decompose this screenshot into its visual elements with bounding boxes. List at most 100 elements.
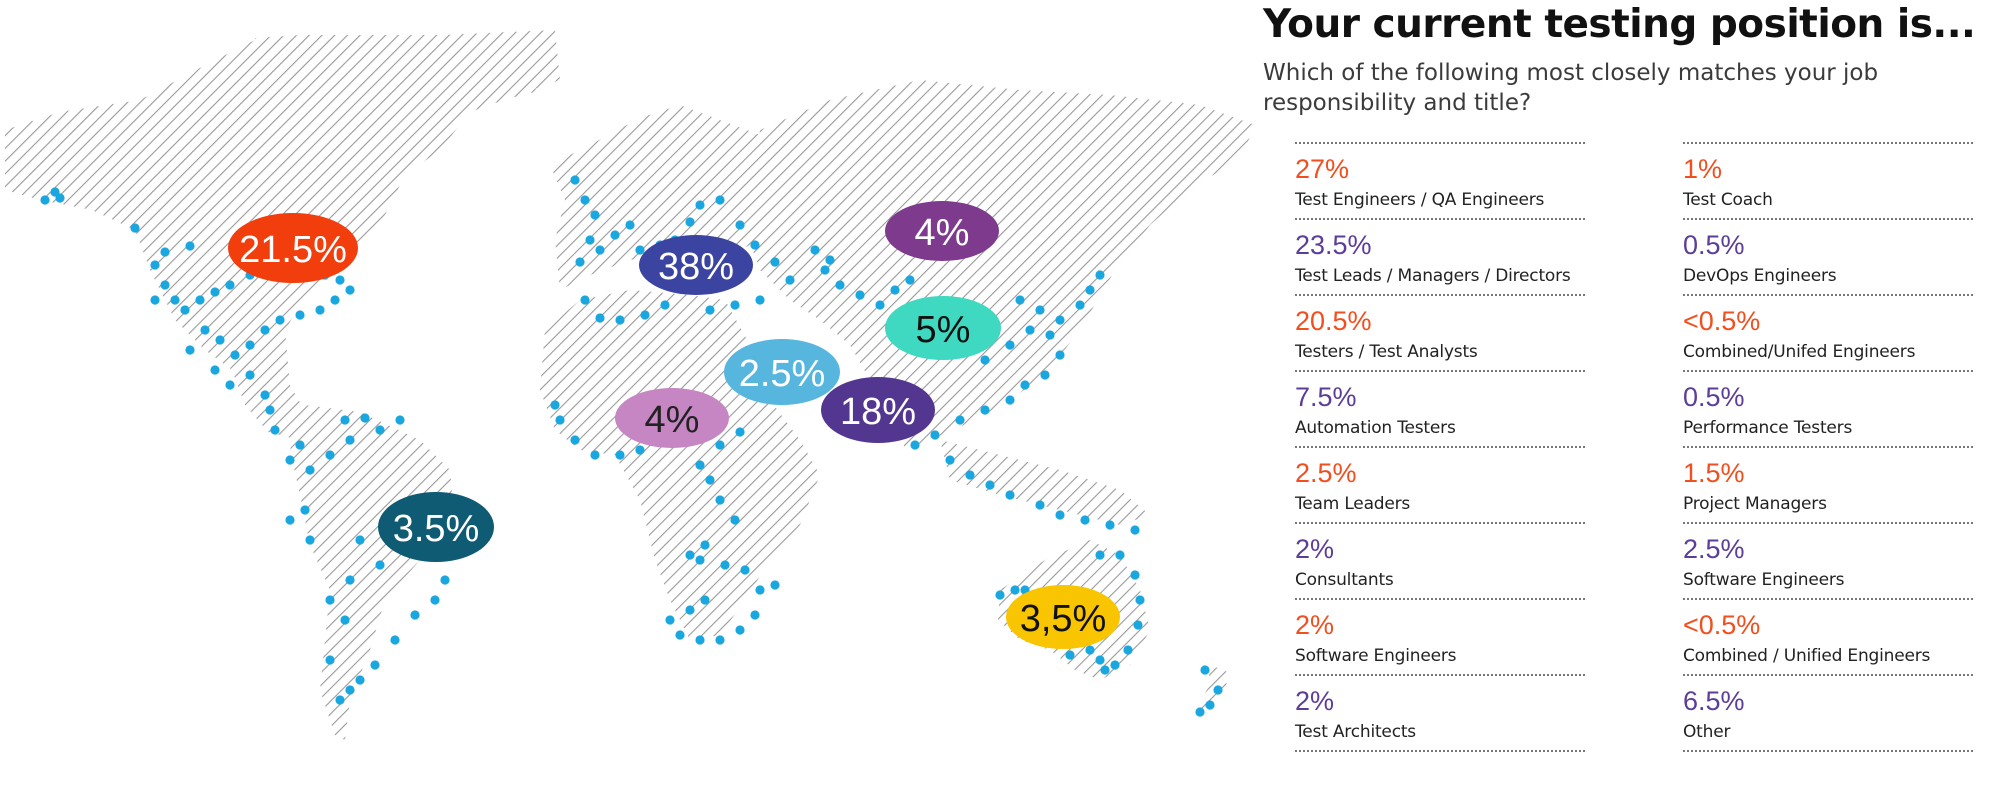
bubble-value: 3.5% bbox=[393, 508, 480, 550]
map-dot bbox=[1135, 595, 1145, 605]
bubble-shape bbox=[228, 213, 358, 283]
bubble-shape bbox=[378, 492, 494, 562]
map-dot bbox=[1055, 350, 1065, 360]
map-dot bbox=[215, 335, 225, 345]
stat-item: <0.5% Combined/Unifed Engineers bbox=[1683, 294, 1973, 370]
map-dot bbox=[305, 465, 315, 475]
map-dot bbox=[695, 635, 705, 645]
stat-label: DevOps Engineers bbox=[1683, 266, 1837, 286]
map-dot bbox=[1005, 490, 1015, 500]
stat-value: 27% bbox=[1295, 154, 1350, 184]
map-dot bbox=[1055, 315, 1065, 325]
stat-label: Combined / Unified Engineers bbox=[1683, 646, 1931, 666]
map-dot bbox=[285, 455, 295, 465]
bubble-shape bbox=[1006, 585, 1120, 649]
map-dot bbox=[1005, 395, 1015, 405]
map-dot bbox=[295, 310, 305, 320]
map-dot bbox=[1020, 380, 1030, 390]
map-dot bbox=[315, 305, 325, 315]
map-dot bbox=[985, 480, 995, 490]
map-dot bbox=[695, 460, 705, 470]
map-dot bbox=[410, 610, 420, 620]
map-dot bbox=[715, 195, 725, 205]
stat-value: 2.5% bbox=[1683, 534, 1745, 564]
map-dot bbox=[325, 450, 335, 460]
map-dot bbox=[1015, 295, 1025, 305]
stat-label: Other bbox=[1683, 722, 1731, 742]
map-dot bbox=[595, 245, 605, 255]
map-dot bbox=[355, 535, 365, 545]
map-dot bbox=[625, 220, 635, 230]
stat-value: 1.5% bbox=[1683, 458, 1745, 488]
map-dot bbox=[755, 295, 765, 305]
stat-item: 2% Test Architects bbox=[1295, 674, 1585, 752]
map-dot bbox=[355, 675, 365, 685]
map-dot bbox=[1115, 550, 1125, 560]
stat-value: 7.5% bbox=[1295, 382, 1357, 412]
stat-item: <0.5% Combined / Unified Engineers bbox=[1683, 598, 1973, 674]
map-dot bbox=[705, 475, 715, 485]
world-map-graphic: 21.5% 3.5% 38% 4% 2.5% 4% bbox=[5, 30, 1255, 740]
map-dot bbox=[305, 535, 315, 545]
bubble-value: 21.5% bbox=[239, 229, 347, 271]
map-dot bbox=[1045, 330, 1055, 340]
bubble-value: 4% bbox=[645, 399, 700, 441]
map-dot bbox=[905, 275, 915, 285]
stat-label: Project Managers bbox=[1683, 494, 1827, 514]
map-dot bbox=[440, 575, 450, 585]
map-dot bbox=[735, 220, 745, 230]
map-dot bbox=[1005, 340, 1015, 350]
stat-value: 2% bbox=[1295, 610, 1335, 640]
map-dot bbox=[965, 470, 975, 480]
map-dot bbox=[170, 295, 180, 305]
map-dot bbox=[835, 280, 845, 290]
bubble-value: 38% bbox=[658, 246, 734, 288]
map-dot bbox=[160, 280, 170, 290]
map-dot bbox=[590, 450, 600, 460]
stat-label: Test Engineers / QA Engineers bbox=[1295, 190, 1545, 210]
map-dot bbox=[740, 565, 750, 575]
map-dot bbox=[1040, 370, 1050, 380]
bubble-shape bbox=[724, 339, 840, 405]
stat-value: <0.5% bbox=[1683, 306, 1761, 336]
stat-label: Performance Testers bbox=[1683, 418, 1853, 438]
region-bubble-russia: 4% bbox=[885, 201, 999, 261]
map-dot bbox=[550, 400, 560, 410]
map-dot bbox=[40, 195, 50, 205]
map-dot bbox=[1035, 305, 1045, 315]
map-dot bbox=[55, 193, 65, 203]
landmass-greenland bbox=[255, 35, 545, 140]
map-dot bbox=[1205, 700, 1215, 710]
region-bubble-north-america: 21.5% bbox=[228, 213, 358, 283]
region-bubble-europe: 38% bbox=[639, 235, 753, 295]
stat-label: Test Architects bbox=[1295, 722, 1416, 742]
stat-item: 7.5% Automation Testers bbox=[1295, 370, 1585, 446]
stat-value: <0.5% bbox=[1683, 610, 1761, 640]
map-dot bbox=[1123, 645, 1133, 655]
bubble-value: 5% bbox=[916, 309, 971, 351]
landmass-new-zealand bbox=[1195, 665, 1228, 715]
map-dot bbox=[270, 425, 280, 435]
map-dot bbox=[575, 257, 585, 267]
map-dot bbox=[1130, 570, 1140, 580]
map-dot bbox=[395, 415, 405, 425]
map-dot bbox=[1095, 270, 1105, 280]
map-dot bbox=[1095, 550, 1105, 560]
map-dot bbox=[715, 635, 725, 645]
stats-column-left: 27% Test Engineers / QA Engineers 23.5% Tes… bbox=[1295, 142, 1585, 752]
map-dot bbox=[570, 435, 580, 445]
region-bubble-south-america: 3.5% bbox=[378, 492, 494, 562]
map-dot bbox=[265, 405, 275, 415]
stat-value: 2.5% bbox=[1295, 458, 1357, 488]
map-dot bbox=[730, 515, 740, 525]
map-dot bbox=[555, 415, 565, 425]
stat-value: 2% bbox=[1295, 686, 1335, 716]
map-dot bbox=[685, 550, 695, 560]
map-dot bbox=[295, 440, 305, 450]
map-dot bbox=[345, 685, 355, 695]
map-dot bbox=[160, 247, 170, 257]
map-dot bbox=[375, 425, 385, 435]
map-dot bbox=[345, 435, 355, 445]
stat-label: Testers / Test Analysts bbox=[1295, 342, 1478, 362]
map-dot bbox=[810, 245, 820, 255]
